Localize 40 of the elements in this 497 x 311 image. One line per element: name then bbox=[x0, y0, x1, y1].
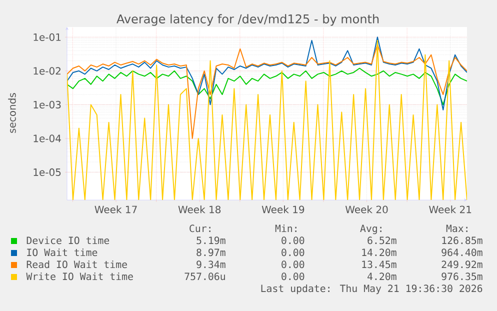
x-tick-label: Week 17 bbox=[94, 206, 137, 214]
x-tick-label: Week 19 bbox=[262, 206, 304, 214]
legend-label: IO Wait time bbox=[27, 248, 98, 256]
text: Max: bbox=[446, 224, 468, 232]
text: 6.52m bbox=[368, 236, 396, 244]
text: 249.92m bbox=[442, 260, 482, 268]
text: Min: bbox=[275, 224, 296, 232]
x-tick-label: Week 18 bbox=[178, 206, 221, 214]
x-tick-label: Week 20 bbox=[345, 206, 388, 214]
y-tick-label: 1e-02 bbox=[34, 67, 60, 75]
text: 5.19m bbox=[196, 236, 226, 244]
text: 976.35m bbox=[442, 272, 482, 280]
y-tick-label: 1e-05 bbox=[34, 168, 61, 176]
text: 964.40m bbox=[442, 248, 482, 256]
y-tick-label: 1e-04 bbox=[34, 134, 61, 142]
text: 757.06u bbox=[184, 272, 225, 280]
legend-label: Write IO Wait time bbox=[26, 272, 133, 280]
line-series bbox=[67, 44, 468, 139]
text: 8.97m bbox=[196, 248, 226, 256]
text: 0.00 bbox=[282, 248, 304, 256]
line-series bbox=[67, 36, 468, 110]
y-axis-title: seconds bbox=[8, 93, 16, 133]
text: Cur: bbox=[190, 224, 210, 232]
legend-label: Read IO Wait time bbox=[26, 260, 127, 268]
text: 13.45m bbox=[362, 260, 396, 268]
text: 4.20m bbox=[368, 272, 396, 280]
text: Avg: bbox=[360, 224, 382, 234]
text: 126.85m bbox=[442, 236, 482, 244]
text: 14.20m bbox=[362, 248, 396, 256]
text: 0.00 bbox=[282, 272, 304, 280]
x-tick-label: Week 21 bbox=[429, 206, 472, 214]
y-tick-label: 1e-01 bbox=[34, 33, 61, 41]
chart-title: Average latency for /dev/md125 - by month bbox=[116, 14, 379, 26]
text: Last update: Thu May 21 19:36:30 2026 bbox=[261, 284, 482, 294]
text: 0.00 bbox=[282, 236, 304, 244]
text: 9.34m bbox=[196, 260, 226, 268]
text: 0.00 bbox=[282, 260, 304, 268]
y-tick-label: 1e-03 bbox=[34, 100, 61, 108]
legend-label: Device IO time bbox=[26, 236, 110, 244]
line-series bbox=[67, 68, 468, 106]
